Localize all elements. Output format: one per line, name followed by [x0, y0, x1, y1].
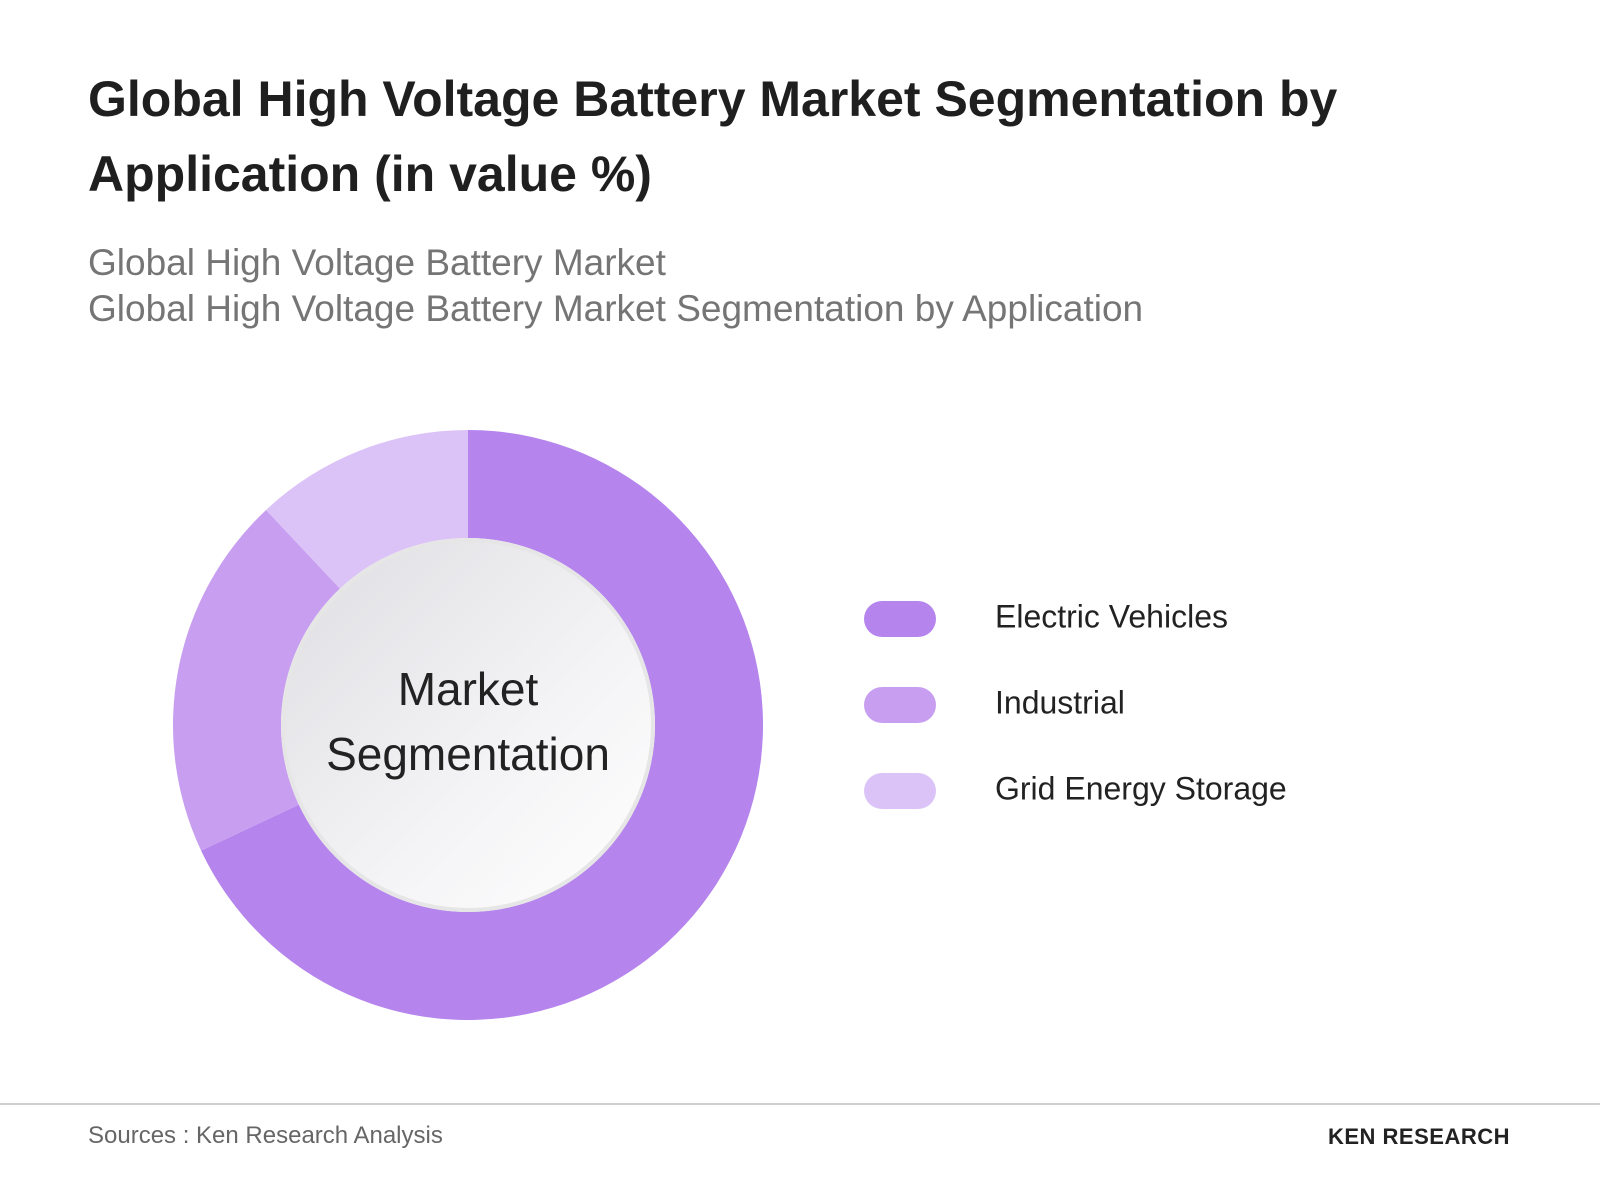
legend-label: Electric Vehicles [995, 598, 1228, 634]
chart: Electric Vehicles Industrial Grid Energy S… [173, 430, 1287, 1020]
legend-swatch [864, 773, 936, 809]
donut-segment [173, 509, 340, 851]
logo: KEN RESEARCH [1327, 1124, 1510, 1149]
legend-swatch [864, 601, 936, 637]
donut-segment [201, 430, 763, 1020]
legend-label: Grid Energy Storage [995, 770, 1287, 806]
center-label: Market [398, 663, 539, 715]
donut-segment [266, 430, 468, 589]
legend-swatch [864, 687, 936, 723]
source: Sources : Ken Research Analysis [88, 1122, 443, 1149]
divider [0, 1103, 1600, 1105]
legend-label: Industrial [995, 684, 1125, 720]
subtitle: Global High Voltage Battery Market [88, 242, 666, 283]
center-circle [281, 538, 655, 912]
center-label: Segmentation [326, 728, 610, 780]
subtitle: Global High Voltage Battery Market Segme… [88, 288, 1144, 329]
chart-title: Global High Voltage Battery Market Segme… [88, 71, 1338, 202]
